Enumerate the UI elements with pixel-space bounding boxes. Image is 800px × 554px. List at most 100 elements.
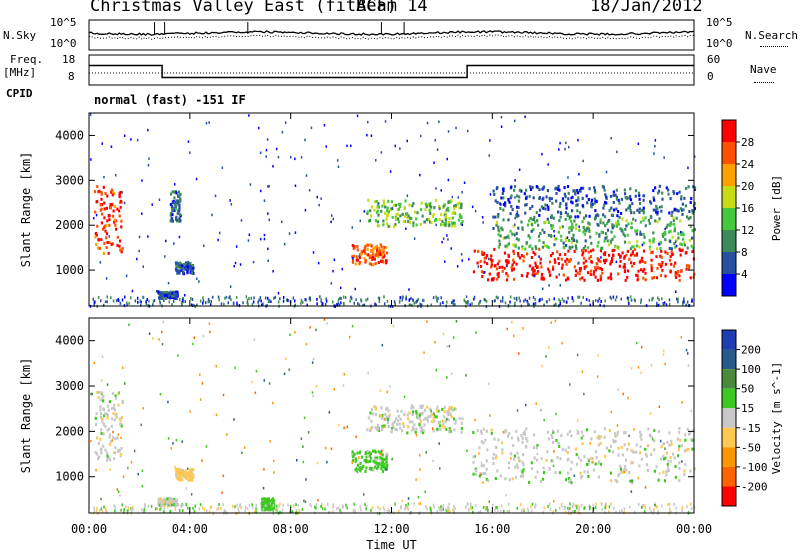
power-cell-7-233 [502, 236, 505, 240]
power-noise-70 [637, 142, 640, 145]
power-noise-92 [582, 159, 584, 163]
power-cell-0-82 [121, 247, 124, 251]
velocity-ground-373 [563, 507, 566, 510]
power-ground-95 [365, 298, 367, 302]
power-cell-7-22 [517, 246, 520, 250]
power-cell-5-83 [396, 208, 399, 211]
power-cell-5-81 [458, 206, 461, 210]
power-cell-8-276 [669, 197, 672, 201]
velocity-noise-239 [202, 334, 205, 338]
velocity-cell-4-71 [448, 406, 451, 410]
power-cell-3-64 [178, 216, 181, 220]
velocity-noise-217 [273, 471, 275, 474]
power-cell-8-50 [672, 191, 676, 195]
power-cell-8-63 [571, 201, 574, 205]
velocity-cell-0-12 [114, 394, 117, 398]
power-cell-5-95 [447, 209, 450, 213]
velocity-cell-4-55 [385, 415, 388, 419]
velocity-cell-5-50 [481, 481, 485, 485]
power-cell-6-98 [685, 267, 688, 271]
velocity-ground-356 [429, 506, 432, 510]
velocity-ground-224 [320, 502, 323, 506]
velocity-ground-303 [365, 504, 368, 508]
velocity-ground-312 [130, 508, 132, 512]
velocity-cell-1-56 [179, 477, 182, 480]
power-cell-8-43 [571, 195, 574, 199]
power-cell-6-304 [671, 252, 674, 256]
velocity-ground-101 [527, 507, 529, 511]
power-cell-6-1 [593, 270, 596, 274]
power-cell-4-49 [355, 258, 358, 262]
power-ground-159 [250, 296, 252, 300]
power-cell-8-263 [566, 214, 569, 218]
velocity-ground-292 [154, 507, 157, 511]
power-cell-8-77 [652, 196, 655, 200]
power-ground-69 [294, 299, 296, 303]
velocity-cell-2-2 [175, 503, 178, 507]
velocity-cell-0-36 [97, 455, 100, 459]
velocity-ground-180 [595, 502, 597, 506]
power-cell-7-218 [626, 233, 629, 237]
power-ground-356 [282, 296, 285, 299]
power-cell-0-91 [118, 195, 121, 199]
power-ground-178 [320, 298, 322, 302]
power-cell-0-88 [103, 224, 106, 228]
power-ground-2 [350, 295, 352, 299]
power-ground-143 [628, 302, 630, 306]
power-ground-373 [181, 298, 184, 302]
power-cell-6-139 [526, 271, 529, 275]
velocity-cell-5-44 [533, 456, 536, 460]
power-noise-115 [514, 216, 516, 220]
velocity-noise-149 [363, 493, 365, 496]
power-cell-7-163 [568, 239, 571, 242]
velocity-ground-294 [594, 505, 597, 509]
power-noise-168 [101, 142, 103, 145]
velocity-cell-5-97 [593, 468, 596, 472]
power-cell-8-292 [547, 205, 550, 209]
velocity-ground-377 [113, 504, 115, 508]
power-cell-7-62 [625, 219, 628, 223]
velocity-cell-5-38 [479, 472, 482, 476]
velocity-noise-114 [555, 412, 557, 416]
power-cell-7-234 [610, 230, 613, 234]
velocity-cell-5-128 [659, 457, 662, 461]
velocity-cell-5-79 [599, 441, 602, 445]
velocity-ground-220 [237, 507, 240, 511]
velocity-ground-110 [605, 502, 607, 506]
velocity-ground-329 [353, 502, 355, 506]
velocity-cell-3-20 [357, 467, 360, 471]
velocity-cell-5-66 [482, 464, 485, 468]
power-cell-5-144 [448, 217, 451, 220]
power-colorbar-tick-label-4: 12 [741, 224, 754, 237]
power-noise-46 [99, 261, 102, 264]
power-cell-6-83 [574, 273, 577, 277]
velocity-cell-2-59 [175, 499, 179, 503]
velocity-cell-4-64 [374, 405, 377, 409]
velocity-cell-0-11 [104, 424, 107, 428]
velocity-cell-5-182 [542, 466, 545, 470]
power-cell-1-75 [168, 295, 171, 299]
velocity-ground-295 [279, 510, 281, 514]
power-cell-7-196 [570, 219, 573, 223]
velocity-cell-3-3 [359, 469, 362, 473]
power-cell-1-62 [160, 291, 163, 295]
velocity-cell-0-21 [95, 412, 98, 416]
velocity-ground-330 [503, 509, 505, 513]
velocity-ground-5 [394, 502, 396, 506]
power-noise-249 [268, 218, 270, 222]
power-ground-23 [553, 297, 555, 301]
power-cell-6-88 [599, 249, 602, 253]
power-ground-92 [262, 302, 264, 306]
velocity-ground-94 [202, 506, 204, 510]
velocity-ground-267 [576, 504, 579, 508]
power-cell-8-251 [672, 190, 675, 193]
velocity-noise-59 [548, 346, 550, 349]
power-cell-8-245 [673, 207, 676, 211]
velocity-cell-2-80 [171, 500, 174, 504]
velocity-ground-52 [572, 505, 574, 509]
power-noise-166 [548, 284, 550, 287]
velocity-ground-200 [530, 509, 533, 513]
power-cell-6-136 [588, 256, 591, 260]
power-cell-6-157 [666, 252, 669, 255]
velocity-ground-262 [400, 505, 402, 509]
